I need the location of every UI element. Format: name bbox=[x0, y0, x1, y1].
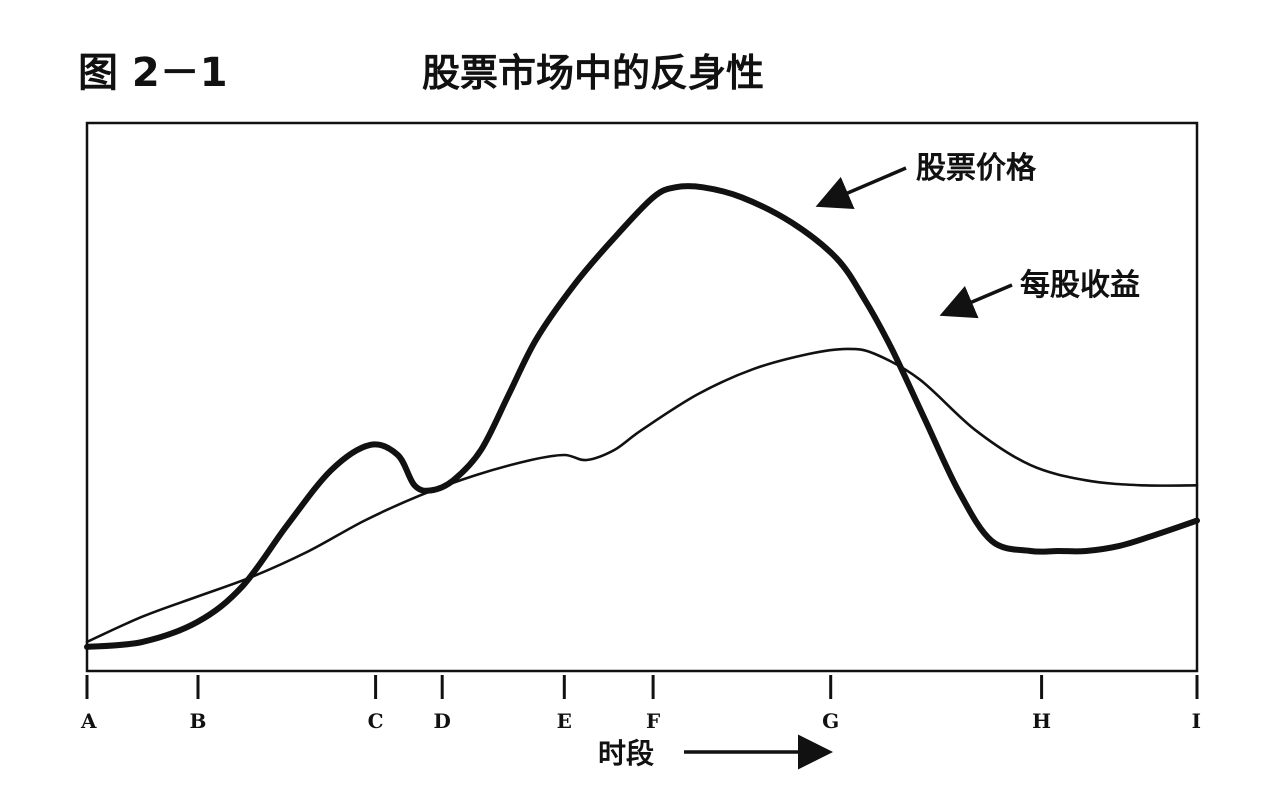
series-label-stock-price: 股票价格 bbox=[916, 151, 1037, 186]
x-tick-label-i: I bbox=[1192, 709, 1201, 733]
series-label-eps: 每股收益 bbox=[1020, 268, 1140, 303]
series-line-stock-price bbox=[84, 183, 1200, 650]
x-tick-label-c: C bbox=[368, 709, 384, 733]
annotation-arrow-eps bbox=[939, 283, 1013, 319]
x-tick-label-f: F bbox=[646, 709, 660, 733]
x-axis-ticks: A B C D E F G H I bbox=[80, 675, 1201, 733]
x-axis-title-group: 时段 bbox=[598, 734, 833, 770]
annotation-eps: 每股收益 bbox=[939, 268, 1140, 319]
plot-frame bbox=[85, 121, 1199, 673]
series-line-eps bbox=[85, 347, 1199, 644]
x-tick-label-e: E bbox=[557, 709, 572, 733]
annotation-stock-price: 股票价格 bbox=[815, 151, 1037, 210]
annotation-arrow-stock-price bbox=[815, 166, 907, 210]
x-tick-label-g: G bbox=[822, 709, 839, 733]
figure-title: 股票市场中的反身性 bbox=[422, 51, 764, 95]
x-tick-label-a: A bbox=[80, 709, 97, 733]
x-tick-label-h: H bbox=[1032, 709, 1051, 733]
x-axis-title: 时段 bbox=[598, 737, 654, 770]
figure-number: 图 2－1 bbox=[78, 50, 228, 96]
x-tick-label-d: D bbox=[434, 709, 451, 733]
x-tick-label-b: B bbox=[190, 709, 207, 733]
